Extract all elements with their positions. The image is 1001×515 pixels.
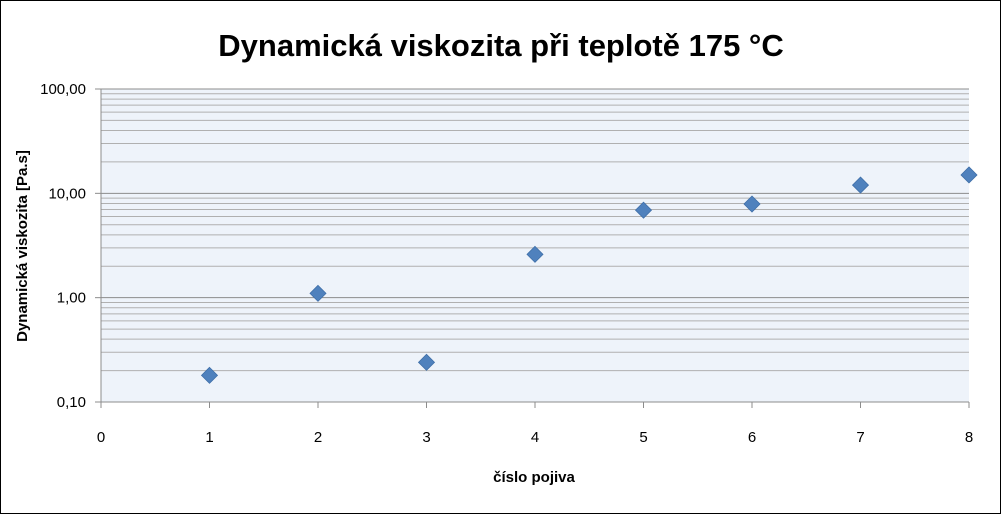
data-point [417,353,436,371]
x-tick-label: 7 [856,429,864,446]
plot-area [101,89,969,402]
tick-labels: 0 1 2 3 4 5 6 7 8 100,00 10,00 1,00 0,10 [40,81,973,446]
x-axis-title: číslo pojiva [493,469,575,486]
y-tick-label: 10,00 [48,185,86,202]
gridlines [101,88,969,403]
x-tick-label: 8 [965,429,973,446]
data-point [743,195,761,213]
axes [95,88,970,408]
x-tick-label: 0 [97,429,105,446]
y-axis-title: Dynamická viskozita [Pa.s] [14,150,31,342]
data-point [526,245,544,263]
y-tick-label: 1,00 [57,290,86,307]
x-tick-label: 5 [639,429,647,446]
data-point [851,176,870,194]
data-point [634,201,653,219]
x-tick-label: 4 [531,429,539,446]
x-tick-label: 1 [205,429,213,446]
y-tick-label: 0,10 [57,394,86,411]
data-point [200,366,219,384]
x-tick-label: 6 [748,429,756,446]
data-point [309,284,327,302]
x-tick-label: 3 [422,429,430,446]
chart-title: Dynamická viskozita při teplotě 175 °C [218,28,783,63]
data-point [960,166,978,184]
y-tick-label: 100,00 [40,81,86,98]
data-points [200,166,978,384]
x-tick-label: 2 [314,429,322,446]
